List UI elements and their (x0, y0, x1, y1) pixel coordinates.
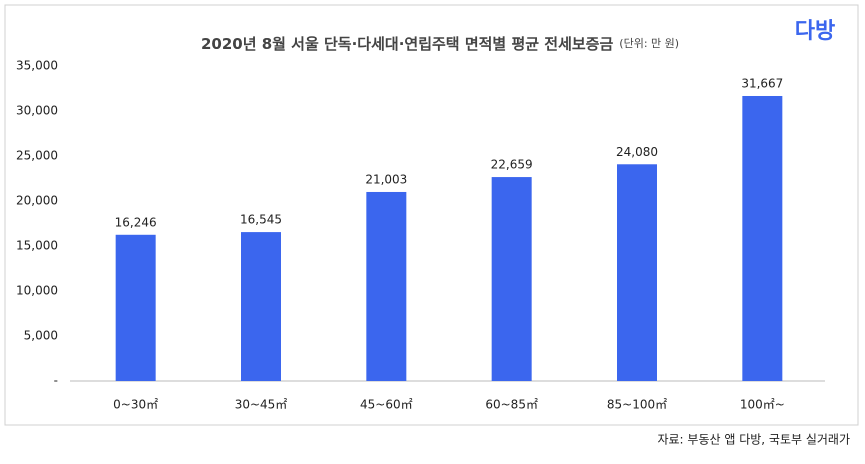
y-tick-label: 20,000 (16, 194, 58, 208)
y-tick-label: 5,000 (24, 329, 58, 343)
bar (617, 164, 657, 381)
bar (241, 232, 281, 381)
value-label: 22,659 (491, 158, 533, 172)
y-tick-label: 25,000 (16, 149, 58, 163)
x-tick-label: 30~45㎡ (235, 398, 288, 412)
chart-subtitle: (단위: 만 원) (619, 37, 679, 50)
y-tick-label: 35,000 (16, 59, 58, 73)
logo: 다방 (795, 19, 835, 44)
value-label: 16,545 (240, 213, 282, 227)
bar (115, 234, 156, 381)
value-label: 16,246 (115, 215, 157, 229)
bar (742, 95, 783, 381)
x-tick-label: 60~85㎡ (485, 398, 538, 412)
y-tick-label: - (54, 374, 58, 388)
x-tick-label: 0~30㎡ (113, 398, 158, 412)
value-label: 21,003 (365, 172, 407, 186)
x-tick-label: 45~60㎡ (360, 398, 413, 412)
value-label: 31,667 (741, 76, 783, 90)
source: 자료: 부동산 앱 다방, 국토부 실거래가 (657, 433, 850, 447)
y-tick-label: 15,000 (16, 239, 58, 253)
bar (366, 191, 407, 381)
x-tick-label: 85~100㎡ (607, 398, 667, 412)
chart-title: 2020년 8월 서울 단독·다세대·연립주택 면적별 평균 전세보증금 (201, 35, 614, 53)
y-tick-label: 10,000 (16, 284, 58, 298)
y-tick-label: 30,000 (16, 104, 58, 118)
chart-title-group: 2020년 8월 서울 단독·다세대·연립주택 면적별 평균 전세보증금 (단위:… (201, 35, 679, 53)
x-tick-label: 100㎡~ (740, 398, 785, 412)
value-label: 24,080 (616, 145, 658, 159)
bar (491, 177, 532, 381)
